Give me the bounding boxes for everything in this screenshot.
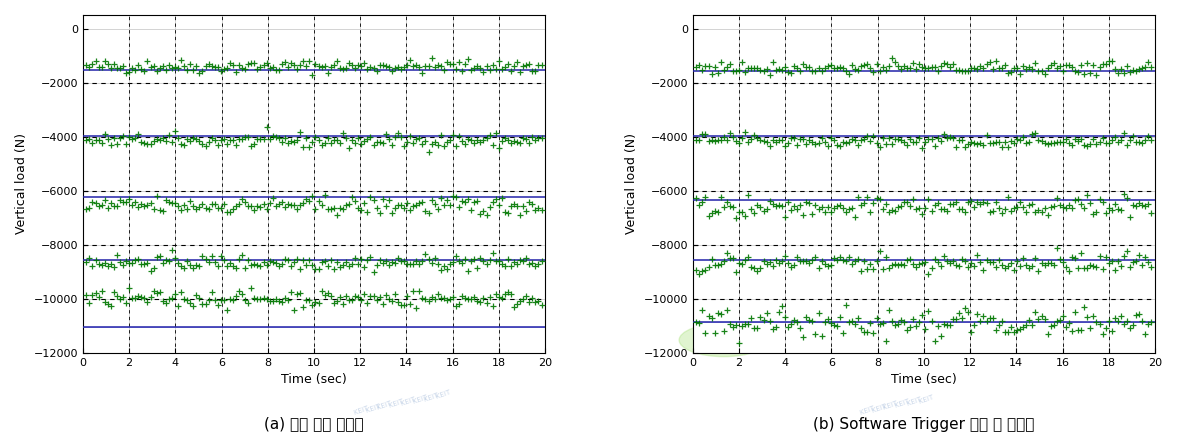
Text: KEIT: KEIT <box>906 395 925 407</box>
X-axis label: Time (sec): Time (sec) <box>891 373 957 386</box>
Text: KEIT: KEIT <box>353 404 372 416</box>
X-axis label: Time (sec): Time (sec) <box>281 373 347 386</box>
Y-axis label: Vertical load (N): Vertical load (N) <box>15 133 28 235</box>
Text: KEIT: KEIT <box>400 395 419 407</box>
Text: KEIT: KEIT <box>388 398 407 409</box>
Text: (b) Software Trigger 사용 후 데이터: (b) Software Trigger 사용 후 데이터 <box>813 417 1035 432</box>
Text: KEIT: KEIT <box>435 389 454 400</box>
Text: KEIT: KEIT <box>883 400 902 411</box>
Text: KEIT: KEIT <box>377 400 395 411</box>
Text: KEIT: KEIT <box>424 391 443 402</box>
Text: KEIT: KEIT <box>895 398 913 409</box>
Text: KEIT: KEIT <box>365 402 384 413</box>
Text: KEIT: KEIT <box>859 404 878 416</box>
Text: (a) 기존 추정 데이터: (a) 기존 추정 데이터 <box>264 417 364 432</box>
Y-axis label: Vertical load (N): Vertical load (N) <box>625 133 638 235</box>
Text: KEIT: KEIT <box>918 393 937 405</box>
Text: KEIT: KEIT <box>871 402 890 413</box>
Text: KEIT: KEIT <box>412 393 431 405</box>
